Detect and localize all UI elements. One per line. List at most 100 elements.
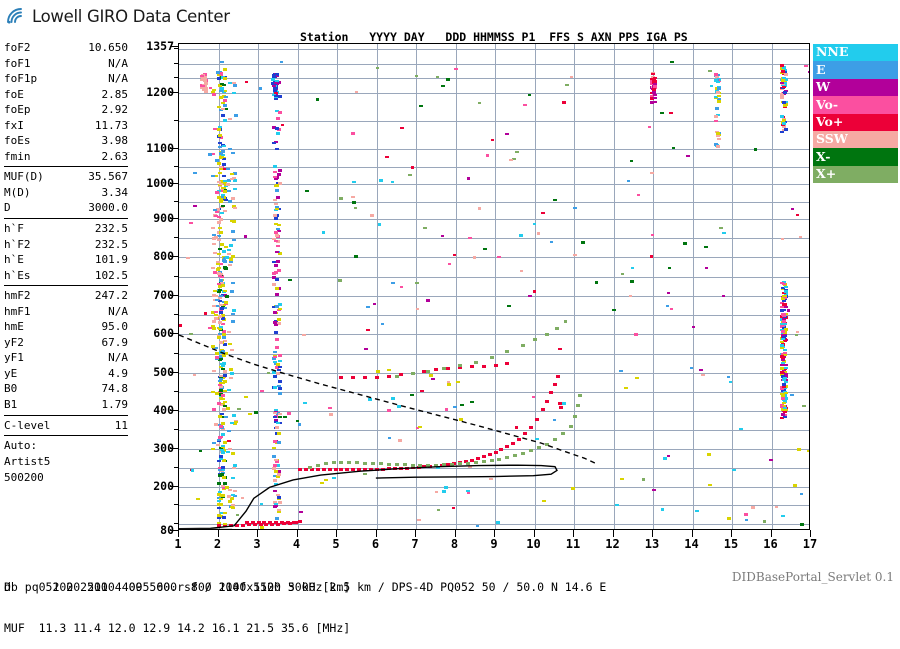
noise-pixel [466,177,471,180]
noise-pixel [243,235,248,238]
ionogram-plot[interactable] [178,43,810,530]
interference-pixel [220,150,225,153]
param-key: hmE [4,320,24,334]
interference-pixel [227,81,232,85]
echo-point-series [552,438,557,441]
interference-pixel [714,73,719,76]
interference-pixel [200,74,205,78]
interference-pixel [275,287,280,290]
noise-pixel [726,517,731,520]
noise-pixel [370,214,374,217]
parameter-panel: foF2 10.650 foF1 N/A foF1p N/A foE 2.85 foEp 2.92… [4,40,128,486]
y-axis-tick-label: 400 [153,403,174,417]
interference-pixel [276,244,281,248]
interference-pixel [781,101,786,104]
param-key: B0 [4,382,18,396]
gridline-vertical [337,44,338,529]
legend-item-x[interactable]: X- [813,148,898,166]
interference-pixel [227,495,231,498]
echo-point-series [457,366,462,369]
interference-pixel [274,460,279,463]
interference-pixel [219,96,224,99]
gridline-vertical [376,44,378,529]
interference-pixel [231,230,236,233]
interference-pixel [272,357,277,360]
interference-pixel [220,350,225,353]
interference-pixel [276,196,281,199]
echo-point-series [505,445,510,449]
interference-pixel [222,259,227,262]
brand-title: Lowell GIRO Data Center [32,6,230,26]
interference-pixel [222,99,227,102]
echo-point-series [560,432,565,436]
interference-pixel [783,366,788,370]
noise-pixel [804,65,808,68]
legend-item-e[interactable]: E [813,61,898,79]
interference-pixel [276,363,281,366]
interference-pixel [275,117,280,120]
interference-pixel [226,388,231,392]
model-curve-solid [179,464,558,529]
noise-pixel [380,322,384,326]
echo-point-series [378,462,383,466]
polarization-legend[interactable]: NNE E W Vo- Vo+ SSW X- X+ [813,44,898,184]
interference-pixel [211,441,216,445]
interference-pixel [783,89,788,93]
interference-pixel [784,290,789,293]
interference-pixel [273,231,278,234]
interference-pixel [274,408,279,412]
param-row-h-f: h`F 232.5 [4,221,128,237]
legend-item-w[interactable]: W [813,78,898,97]
interference-pixel [784,397,789,400]
noise-pixel [635,376,640,380]
noise-pixel [721,295,726,298]
interference-pixel [230,493,235,497]
legend-item-vo[interactable]: Vo- [813,96,898,114]
legend-item-nne[interactable]: NNE [813,44,898,62]
interference-pixel [211,294,216,297]
interference-pixel [275,109,280,113]
plot-model-curves [179,334,597,529]
legend-item-ssw[interactable]: SSW [813,130,898,149]
interference-pixel [783,380,788,384]
noise-pixel [686,155,690,158]
echo-point-series [315,468,320,472]
interference-pixel [231,414,236,417]
gridline-vertical [732,44,733,529]
noise-pixel [244,395,248,399]
interference-pixel [277,365,282,369]
noise-pixel [260,390,264,393]
interference-pixel [226,248,231,252]
noise-pixel [808,70,809,73]
interference-pixel [222,83,227,87]
noise-pixel [660,508,665,511]
interference-pixel [200,86,205,90]
interference-pixel [213,271,218,274]
echo-point-series [369,468,374,471]
echo-point-series [481,455,486,459]
interference-pixel [276,432,281,435]
noise-pixel [468,237,472,240]
legend-item-vo[interactable]: Vo+ [813,113,898,131]
gridline-horizontal [179,276,809,278]
x-axis-tick-label: 5 [332,537,340,551]
noise-pixel [447,262,452,266]
interference-pixel [649,97,654,100]
interference-pixel [223,301,228,304]
noise-pixel [297,423,302,426]
noise-pixel [441,490,446,493]
interference-pixel [272,467,277,470]
legend-item-x[interactable]: X+ [813,165,898,184]
echo-point-series [333,468,338,472]
noise-pixel [278,415,282,418]
interference-pixel [782,360,786,363]
interference-pixel [222,511,227,515]
gridline-horizontal [179,257,809,258]
interference-pixel [219,381,224,385]
x-axis-tick-label: 1 [174,537,182,551]
interference-pixel [715,80,720,84]
interference-pixel [218,274,223,278]
interference-pixel [274,94,279,98]
interference-pixel [200,84,205,88]
interference-pixel [221,433,226,436]
